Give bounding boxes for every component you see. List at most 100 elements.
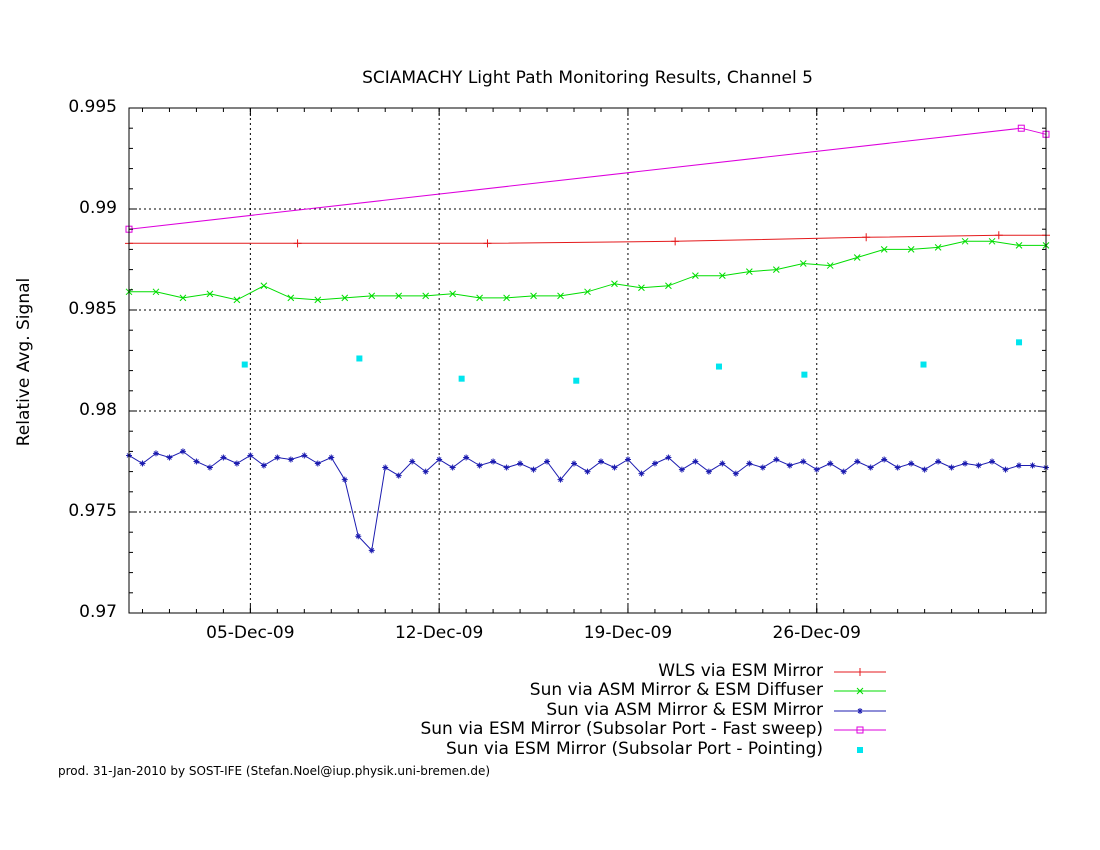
data-point bbox=[476, 462, 483, 469]
y-tick-label: 0.98 bbox=[79, 400, 117, 420]
data-point bbox=[988, 237, 996, 245]
data-point bbox=[368, 547, 375, 554]
data-point bbox=[772, 266, 780, 273]
series-line bbox=[128, 450, 1047, 552]
data-point bbox=[274, 454, 281, 461]
data-point bbox=[395, 292, 403, 300]
data-point bbox=[732, 470, 739, 477]
data-point bbox=[293, 239, 302, 248]
data-point bbox=[624, 456, 631, 463]
data-point bbox=[436, 456, 443, 463]
x-tick-label: 26-Dec-09 bbox=[772, 623, 861, 643]
tick-layer bbox=[129, 107, 1046, 614]
series-line bbox=[128, 127, 1047, 230]
y-axis-label: Relative Avg. Signal bbox=[14, 277, 34, 447]
data-point bbox=[382, 464, 389, 471]
data-point bbox=[287, 294, 295, 302]
data-point bbox=[139, 460, 146, 467]
data-point bbox=[206, 464, 213, 471]
data-point bbox=[719, 460, 726, 467]
series-3 bbox=[125, 124, 1050, 233]
data-point bbox=[314, 296, 322, 304]
data-point bbox=[247, 452, 254, 459]
legend-swatch bbox=[857, 747, 863, 753]
legend-swatch bbox=[834, 668, 886, 676]
data-point bbox=[678, 466, 685, 473]
plot-frame bbox=[128, 107, 1047, 614]
y-tick-label: 0.975 bbox=[68, 501, 117, 521]
data-point bbox=[894, 464, 901, 471]
data-point bbox=[571, 460, 578, 467]
data-point bbox=[715, 363, 722, 370]
y-tick-label: 0.985 bbox=[68, 299, 117, 319]
x-tick-label: 12-Dec-09 bbox=[394, 623, 484, 643]
legend-label: Sun via ESM Mirror (Subsolar Port - Fast… bbox=[420, 719, 823, 739]
data-point bbox=[517, 460, 524, 467]
data-point bbox=[584, 468, 591, 475]
data-point bbox=[800, 458, 807, 465]
data-point bbox=[857, 747, 863, 753]
legend-label: WLS via ESM Mirror bbox=[658, 661, 823, 681]
data-point bbox=[220, 454, 227, 461]
data-point bbox=[994, 231, 1003, 240]
x-tick-label: 05-Dec-09 bbox=[206, 623, 295, 643]
series-line bbox=[129, 234, 1046, 244]
data-point bbox=[233, 296, 241, 304]
data-point bbox=[692, 458, 699, 465]
data-point bbox=[989, 458, 996, 465]
data-point bbox=[799, 260, 807, 267]
data-point bbox=[948, 464, 955, 471]
data-point bbox=[584, 288, 591, 296]
data-point bbox=[611, 280, 618, 288]
series-2 bbox=[126, 448, 1049, 554]
data-point bbox=[705, 468, 712, 475]
data-point bbox=[746, 460, 753, 467]
data-point bbox=[503, 294, 510, 302]
data-point bbox=[961, 237, 969, 245]
series-4 bbox=[241, 339, 1023, 384]
data-point bbox=[692, 272, 699, 280]
data-point bbox=[179, 448, 186, 455]
data-point bbox=[880, 246, 888, 253]
x-tick-label: 19-Dec-09 bbox=[583, 623, 673, 643]
data-point bbox=[921, 466, 928, 473]
data-point bbox=[395, 472, 402, 479]
data-point bbox=[665, 454, 672, 461]
data-point bbox=[962, 460, 969, 467]
data-point bbox=[745, 268, 753, 275]
y-tick-label: 0.995 bbox=[68, 97, 117, 117]
data-point bbox=[152, 288, 160, 296]
data-point bbox=[368, 292, 376, 300]
data-point bbox=[856, 668, 864, 676]
data-point bbox=[314, 460, 321, 467]
data-point bbox=[853, 254, 861, 261]
data-point bbox=[557, 476, 564, 483]
data-point bbox=[341, 476, 348, 483]
data-point bbox=[490, 458, 497, 465]
data-point bbox=[975, 462, 982, 469]
data-point bbox=[854, 458, 861, 465]
series-line bbox=[129, 240, 1046, 301]
data-point bbox=[1029, 462, 1036, 469]
legend-label: Sun via ASM Mirror & ESM Mirror bbox=[546, 700, 823, 720]
data-point bbox=[422, 292, 430, 300]
data-point bbox=[907, 246, 915, 253]
data-point bbox=[152, 450, 159, 457]
data-point bbox=[1016, 339, 1023, 346]
legend-swatch bbox=[834, 687, 886, 695]
data-point bbox=[179, 294, 187, 302]
data-point bbox=[422, 468, 429, 475]
data-point bbox=[665, 282, 672, 290]
data-point bbox=[241, 361, 248, 368]
data-point bbox=[476, 294, 483, 302]
data-point bbox=[503, 464, 510, 471]
data-point bbox=[356, 355, 363, 362]
series-1 bbox=[125, 237, 1050, 304]
data-point bbox=[557, 292, 564, 300]
data-point bbox=[638, 470, 645, 477]
data-point bbox=[449, 464, 456, 471]
legend-label: Sun via ASM Mirror & ESM Diffuser bbox=[529, 680, 823, 700]
data-point bbox=[856, 726, 864, 734]
data-point bbox=[638, 284, 645, 292]
